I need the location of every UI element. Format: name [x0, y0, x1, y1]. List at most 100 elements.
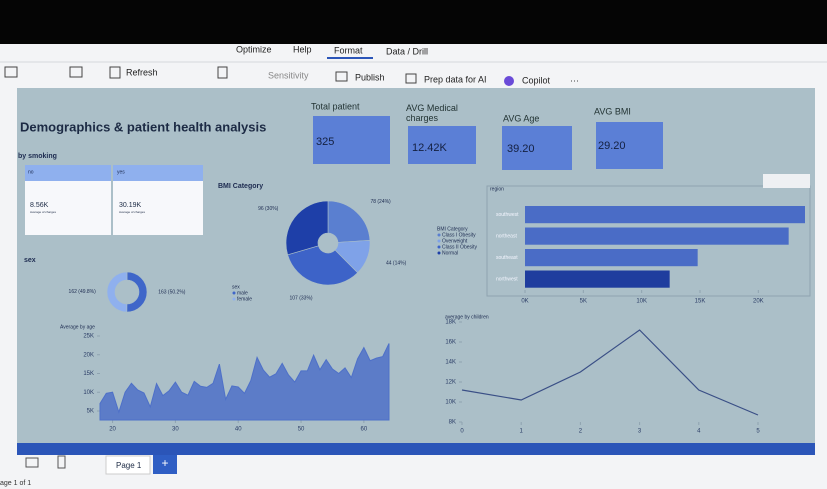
bar	[525, 270, 670, 288]
y-tick-label: 25K	[83, 334, 94, 340]
more-button[interactable]: ···	[570, 75, 579, 85]
card-value: 39.20	[507, 143, 535, 155]
y-tick-label: 16K	[445, 340, 456, 346]
y-tick-label: 10K	[83, 390, 94, 396]
data-label: 44 (14%)	[386, 261, 407, 267]
legend-swatch	[232, 297, 236, 301]
category-label: southeast	[496, 255, 518, 261]
legend-label: female	[237, 296, 252, 302]
x-tick-label: 15K	[695, 299, 706, 305]
view-icon[interactable]	[57, 455, 66, 469]
smoking-label: no	[28, 169, 34, 175]
legend-title: BMI Category	[437, 226, 468, 232]
icon[interactable]	[4, 66, 18, 78]
icon[interactable]	[109, 66, 121, 79]
add-page-label[interactable]: +	[161, 456, 168, 470]
page-tab-label[interactable]: Page 1	[116, 461, 142, 470]
visual-header-icons[interactable]	[763, 174, 810, 188]
smoking-cell	[113, 181, 203, 235]
pie-slice	[106, 271, 128, 313]
icon[interactable]	[217, 66, 228, 79]
chart-title: Average by age	[60, 324, 95, 330]
x-tick-label: 5	[756, 429, 760, 435]
card	[408, 126, 476, 164]
chart-title: sex	[24, 257, 36, 264]
legend-label: Class II Obesity	[442, 244, 478, 250]
x-tick-label: 3	[638, 429, 642, 435]
publish-button[interactable]: Publish	[355, 72, 385, 82]
smoking-caption: Average of charges	[119, 210, 145, 214]
smoking-header	[25, 165, 111, 181]
smoking-label: yes	[117, 169, 125, 175]
legend-swatch	[437, 233, 441, 237]
area	[99, 343, 390, 421]
category-label: northwest	[496, 276, 518, 282]
data-label: 96 (30%)	[258, 206, 279, 212]
x-tick-label: 1	[520, 429, 524, 435]
ribbon-tab[interactable]: Format	[334, 45, 363, 55]
category-label: northeast	[496, 233, 517, 239]
legend-label: Normal	[442, 250, 458, 256]
x-tick-label: 40	[235, 427, 242, 433]
chart-title: region	[490, 186, 504, 192]
data-label: 107 (33%)	[290, 296, 313, 302]
card-value: 29.20	[598, 140, 626, 152]
bar	[525, 206, 805, 224]
y-tick-label: 20K	[83, 352, 94, 358]
x-tick-label: 0K	[521, 299, 528, 305]
smoking-header	[113, 165, 203, 181]
line	[461, 329, 759, 416]
category-label: southwest	[496, 212, 519, 218]
y-tick-label: 15K	[83, 371, 94, 377]
sensitivity-button[interactable]: Sensitivity	[268, 70, 309, 80]
chart-title: average by children	[445, 314, 489, 320]
bar	[525, 249, 698, 267]
y-tick-label: 8K	[449, 420, 456, 426]
bezel	[0, 0, 827, 44]
card	[502, 126, 572, 170]
y-tick-label: 10K	[445, 400, 456, 406]
data-label: 78 (24%)	[370, 199, 391, 205]
data-label: 163 (50.2%)	[158, 289, 186, 295]
report-bottom-band	[17, 443, 815, 455]
refresh-button[interactable]: Refresh	[126, 67, 158, 77]
legend-swatch	[232, 291, 236, 295]
card-label: Total patient	[311, 101, 360, 111]
legend-label: Overweight	[442, 238, 468, 244]
ribbon-tab[interactable]: Optimize	[236, 44, 272, 54]
y-tick-label: 5K	[87, 409, 94, 415]
pie-slice	[327, 200, 371, 243]
legend-title: sex	[232, 284, 240, 290]
legend-swatch	[437, 245, 441, 249]
x-tick-label: 20	[109, 427, 116, 433]
copilot-button[interactable]: Copilot	[522, 75, 551, 85]
pie-slice	[287, 245, 359, 286]
icon[interactable]	[335, 71, 348, 82]
pie-slice	[285, 200, 329, 256]
y-tick-label: 14K	[445, 360, 456, 366]
legend-label: Class I Obesity	[442, 232, 476, 238]
card	[596, 122, 663, 169]
y-tick-label: 18K	[445, 320, 456, 326]
left-rail	[0, 88, 16, 448]
y-tick-label: 12K	[445, 380, 456, 386]
visual-frame	[486, 185, 811, 297]
x-tick-label: 4	[697, 429, 701, 435]
card-label: AVG Medical charges	[406, 103, 458, 123]
smoking-caption: Average of charges	[30, 210, 56, 214]
smoking-title: by smoking	[18, 153, 57, 160]
icon[interactable]	[405, 73, 417, 84]
prep-ai-button[interactable]: Prep data for AI	[424, 74, 487, 84]
copilot-icon[interactable]	[504, 76, 514, 86]
x-tick-label: 2	[579, 429, 583, 435]
ribbon-tab[interactable]: Data / Drill	[386, 46, 428, 56]
x-tick-label: 30	[172, 427, 179, 433]
card-value: 325	[316, 136, 334, 148]
view-icon[interactable]	[25, 457, 39, 468]
bar	[525, 227, 789, 245]
x-tick-label: 20K	[753, 299, 764, 305]
add-page-button[interactable]	[153, 455, 177, 474]
icon[interactable]	[69, 66, 83, 78]
page-tab[interactable]	[105, 455, 151, 475]
ribbon-tab[interactable]: Help	[293, 44, 312, 54]
